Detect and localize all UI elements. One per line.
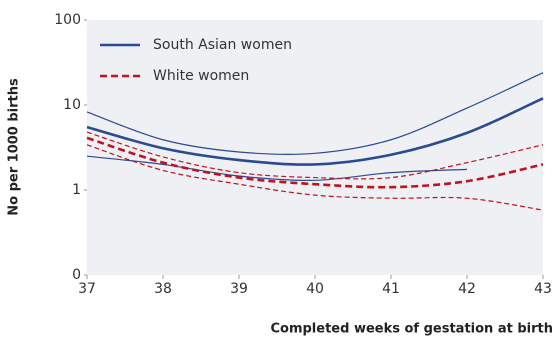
ci-upper — [86, 72, 544, 155]
legend-label: White women — [153, 68, 249, 84]
x-tick-label: 40 — [306, 281, 324, 297]
ci-lower — [86, 155, 468, 182]
ci-lower — [86, 144, 544, 211]
x-tick-label: 38 — [154, 281, 172, 297]
x-axis-label: Completed weeks of gestation at birth — [270, 322, 553, 337]
x-tick-label: 43 — [534, 281, 552, 297]
y-tick-label: 0 — [72, 267, 81, 283]
legend-label: South Asian women — [153, 37, 292, 53]
x-tick-label: 39 — [230, 281, 248, 297]
y-tick-label: 10 — [63, 97, 81, 113]
y-axis-label: No per 1000 births — [7, 78, 22, 216]
x-tick-label: 41 — [382, 281, 400, 297]
line — [86, 136, 544, 189]
y-tick-label: 1 — [72, 182, 81, 198]
x-tick-label: 42 — [458, 281, 476, 297]
ci-upper — [86, 131, 544, 180]
x-tick-label: 37 — [78, 281, 96, 297]
y-tick-label: 100 — [54, 12, 81, 28]
line — [86, 97, 544, 166]
